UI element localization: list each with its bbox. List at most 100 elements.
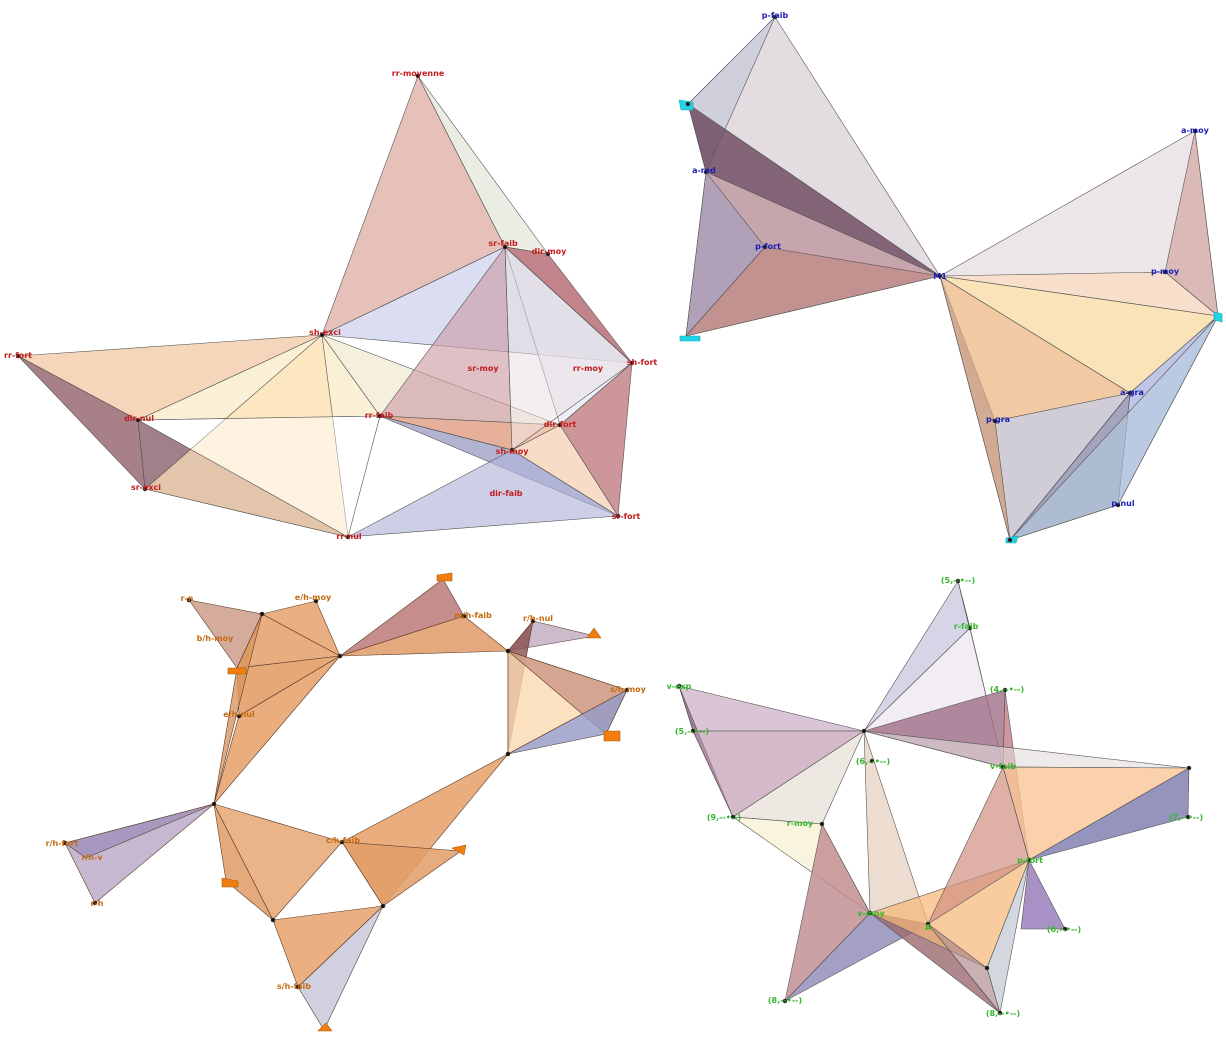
vertex [380, 903, 386, 909]
node-label: s/h-faib [277, 982, 311, 991]
vertex [270, 917, 276, 923]
vertex [142, 486, 148, 492]
facet [341, 841, 462, 907]
panel-top-left: rr-moyenne sr-faib dir-moy sh-exci rr-fo… [4, 69, 657, 541]
vertex [703, 169, 709, 175]
facet [137, 415, 381, 538]
vertex [530, 618, 536, 624]
vertex [545, 251, 551, 257]
vertex [1192, 128, 1198, 134]
vertex [955, 578, 961, 584]
node-label: M1 [933, 272, 947, 281]
node-label: e/h-moy [295, 593, 332, 602]
node-label: (5,--•--) [675, 727, 709, 736]
node-label: r-moy [787, 819, 814, 828]
node-label: (6,--•--) [1047, 925, 1081, 934]
marker [603, 730, 621, 742]
node-label: r/h-fort [46, 839, 79, 848]
node-label: p-fort [1017, 856, 1043, 865]
marker [227, 667, 247, 675]
node-label: sh-moy [496, 447, 530, 456]
vertex [685, 101, 691, 107]
vertex [861, 728, 867, 734]
facet [297, 905, 384, 1031]
facet [1028, 767, 1190, 861]
vertex [135, 417, 141, 423]
node-label: rr-fort [4, 351, 32, 360]
vertex [505, 751, 511, 757]
node-label: p-fort [755, 242, 781, 251]
facet [1020, 859, 1066, 930]
marker [1213, 311, 1223, 323]
vertex [629, 360, 635, 366]
facet [1009, 315, 1219, 541]
node-label: sh-exci [309, 328, 341, 337]
vertex [762, 244, 768, 250]
vertex [615, 513, 621, 519]
facet [678, 685, 865, 732]
node-label: rr-moy [573, 364, 604, 373]
vertex [505, 648, 511, 654]
node-label: dir-nul [124, 414, 154, 423]
node-label: dir-faib [489, 489, 522, 498]
vertex [984, 965, 990, 971]
vertex [1162, 269, 1168, 275]
node-label: s/h-moy [610, 685, 647, 694]
node-label: rr-moyenne [392, 69, 445, 78]
node-label: r/h-nul [523, 614, 553, 623]
vertex [1115, 502, 1121, 508]
vertex [15, 353, 21, 359]
vertex [1127, 390, 1133, 396]
vertex [211, 801, 217, 807]
vertex [259, 611, 265, 617]
marker [451, 844, 467, 856]
node-label: a-moy [1181, 126, 1210, 135]
vertex [377, 413, 383, 419]
node-label: v-faib [990, 762, 1016, 771]
vertex [509, 447, 515, 453]
vertex [557, 422, 563, 428]
node-label: (5,--•--) [941, 576, 975, 585]
node-label: dir-fort [544, 420, 577, 429]
facet [507, 689, 628, 755]
vertex [1000, 764, 1006, 770]
vertex [967, 625, 973, 631]
marker [221, 877, 239, 888]
vertex [337, 653, 343, 659]
facet [927, 766, 1030, 925]
vertex [186, 597, 192, 603]
node-label: sr-exci [131, 483, 161, 492]
panel-bottom-left: r-n e/h-moy b/h-moy m/h-faib r/h-nul e/h… [46, 572, 647, 1032]
node-label: (7,--•--) [1169, 813, 1203, 822]
node-label: c/h-faib [326, 836, 360, 845]
panel-bottom-right: (5,--•--) r-faib v-exp (4,--•--) (5,--•-… [667, 576, 1204, 1018]
vertex [461, 613, 467, 619]
facet [927, 923, 1001, 1014]
node-label: a-red [692, 166, 716, 175]
node-label: a-gra [1120, 388, 1144, 397]
node-label: sh-fort [627, 358, 658, 367]
node-label: rr-nul [336, 532, 362, 541]
marker [317, 1022, 333, 1032]
node-label: p-moy [1151, 267, 1180, 276]
vertex [62, 840, 68, 846]
node-label: r-n [181, 594, 194, 603]
vertex [1026, 857, 1032, 863]
vertex [319, 332, 325, 338]
vertex [295, 984, 301, 990]
node-label: dir-moy [532, 247, 568, 256]
node-label: (9,--•--) [707, 813, 741, 822]
vertex [502, 244, 508, 250]
facet [347, 449, 619, 538]
facet [213, 655, 341, 805]
node-label: p-gra [986, 415, 1010, 424]
vertex [415, 73, 421, 79]
vertex [92, 900, 98, 906]
facet [339, 615, 509, 657]
marker [679, 335, 701, 342]
node-label: p-nul [1111, 499, 1134, 508]
node-label: b/h-moy [197, 634, 234, 643]
node-label: sr-faib [488, 239, 518, 248]
node-label: p-faib [762, 11, 789, 20]
